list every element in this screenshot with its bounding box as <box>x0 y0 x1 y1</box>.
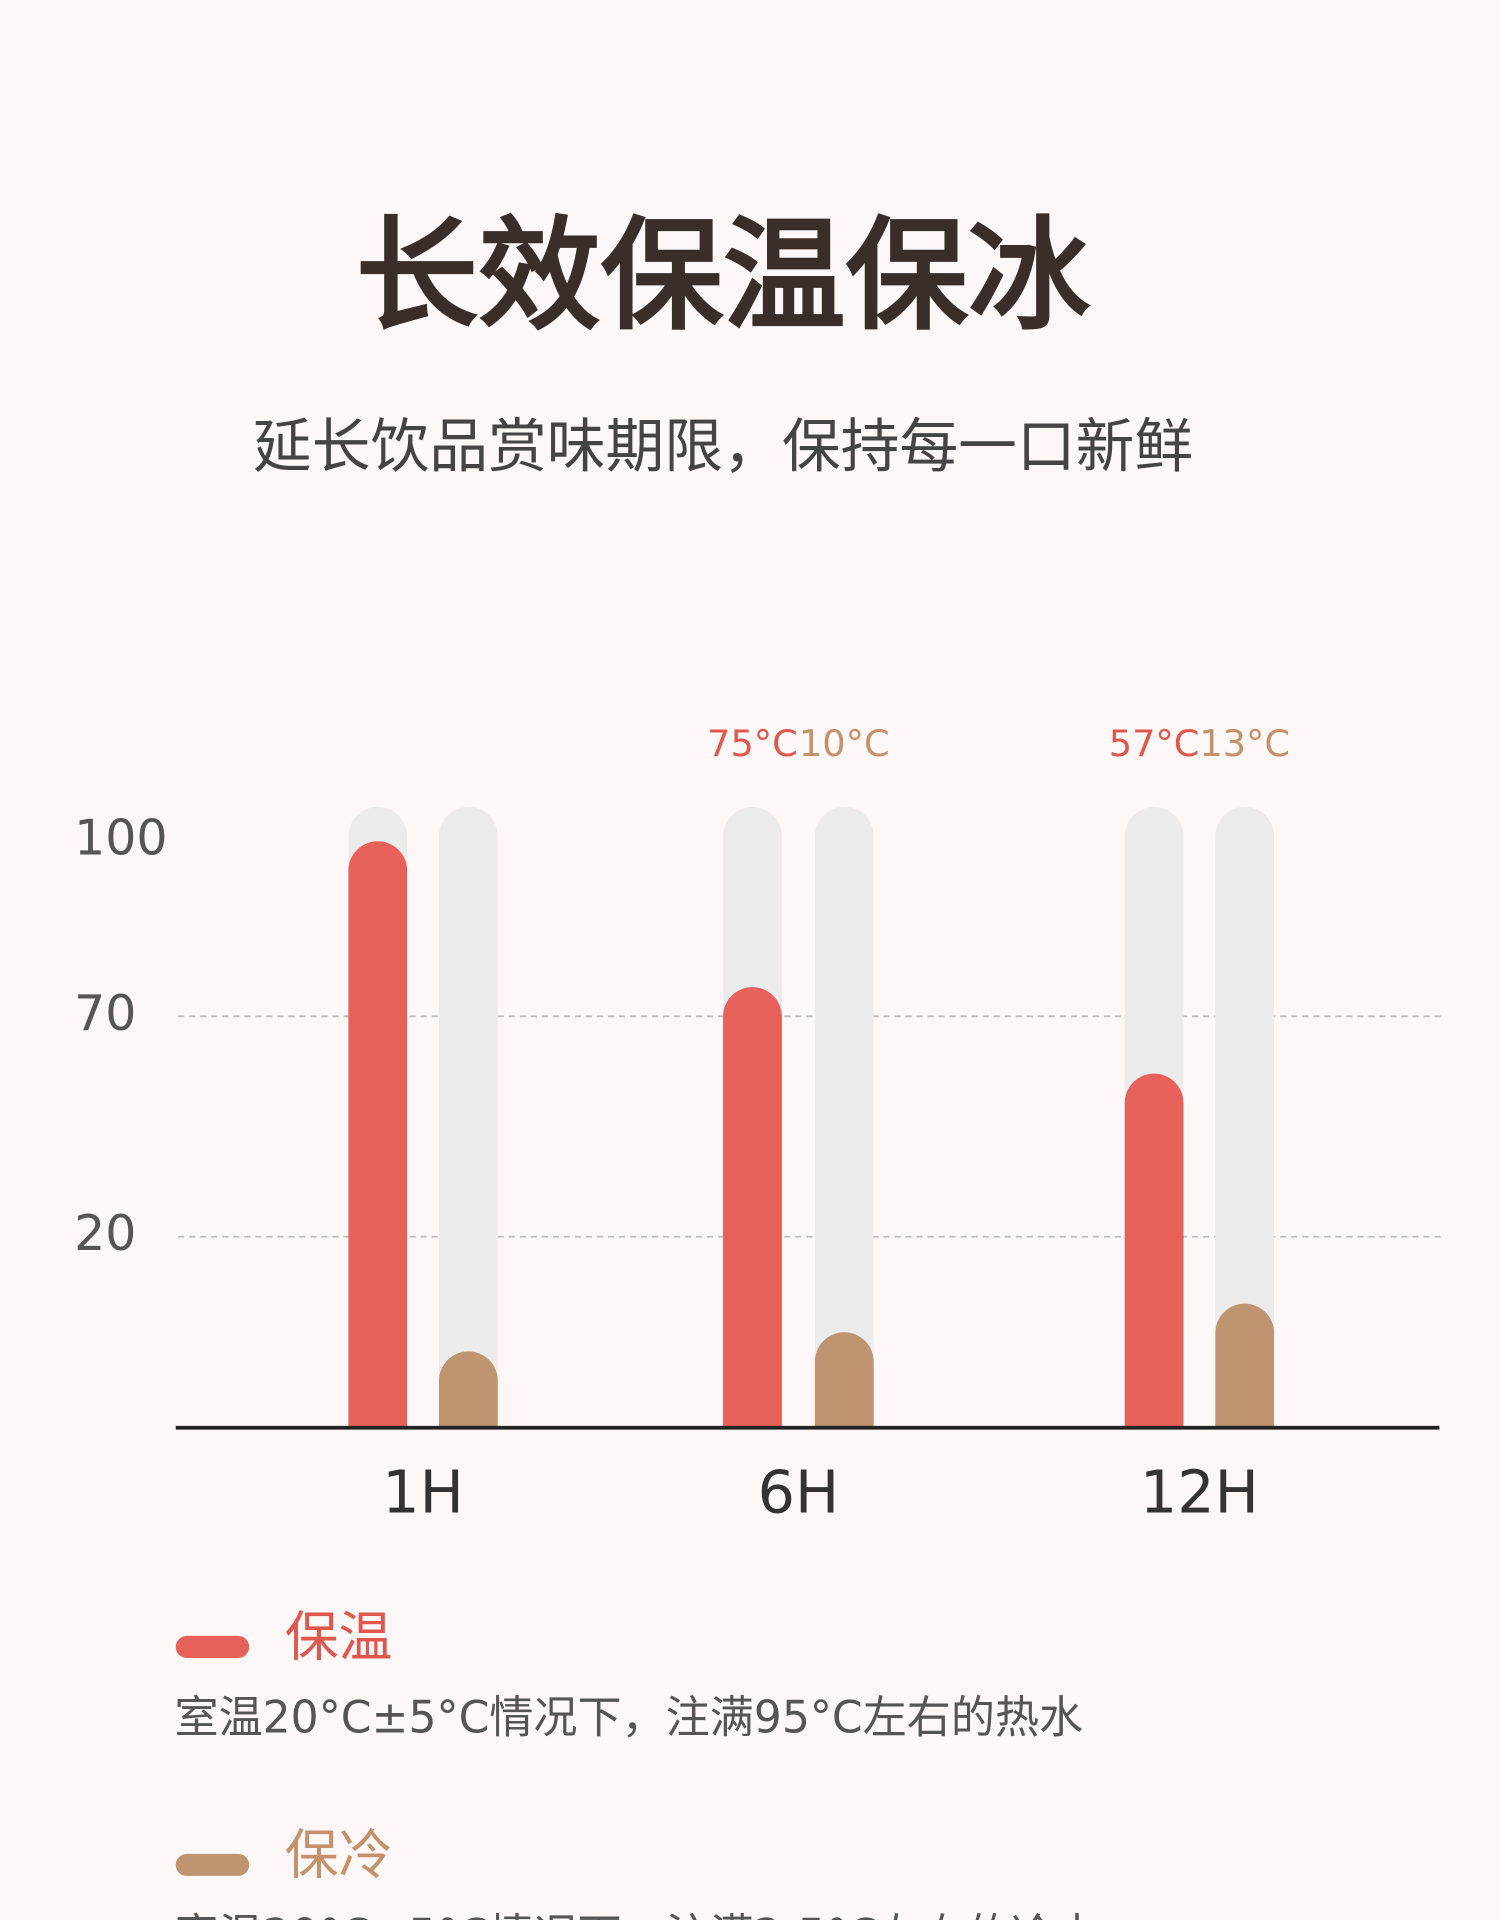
legend-label: 保冷 <box>285 1823 393 1886</box>
value-label: 13°C <box>1199 722 1290 765</box>
x-tick-label: 1H <box>382 1457 464 1526</box>
value-label: 75°C <box>707 722 798 765</box>
chart-title: 长效保温保冰 <box>356 204 1091 347</box>
x-tick-label: 6H <box>758 1457 840 1526</box>
y-tick-label: 100 <box>74 810 167 867</box>
legend-label: 保温 <box>285 1605 393 1668</box>
legend-note: 室温20°C±5°C情况下，注满2-5°C左右的冷水 <box>174 1910 1099 1920</box>
bar <box>348 841 408 1458</box>
y-tick-label: 70 <box>74 985 136 1042</box>
bar <box>723 987 782 1458</box>
bar <box>1215 1303 1275 1458</box>
chart-subtitle: 延长饮品赏味期限，保持每一口新鲜 <box>253 412 1193 481</box>
legend-note: 室温20°C±5°C情况下，注满95°C左右的热水 <box>174 1692 1083 1743</box>
x-tick-label: 12H <box>1140 1457 1259 1526</box>
bar <box>1124 1073 1184 1458</box>
y-tick-label: 20 <box>74 1205 136 1262</box>
bar-track <box>438 806 498 1458</box>
baseline-cover <box>172 1427 1446 1465</box>
value-label: 10°C <box>799 722 890 765</box>
bar-track <box>814 806 874 1458</box>
value-label: 57°C <box>1109 722 1200 765</box>
legend-swatch <box>175 1635 250 1658</box>
bar-track <box>1215 806 1275 1458</box>
legend-swatch <box>175 1853 250 1876</box>
